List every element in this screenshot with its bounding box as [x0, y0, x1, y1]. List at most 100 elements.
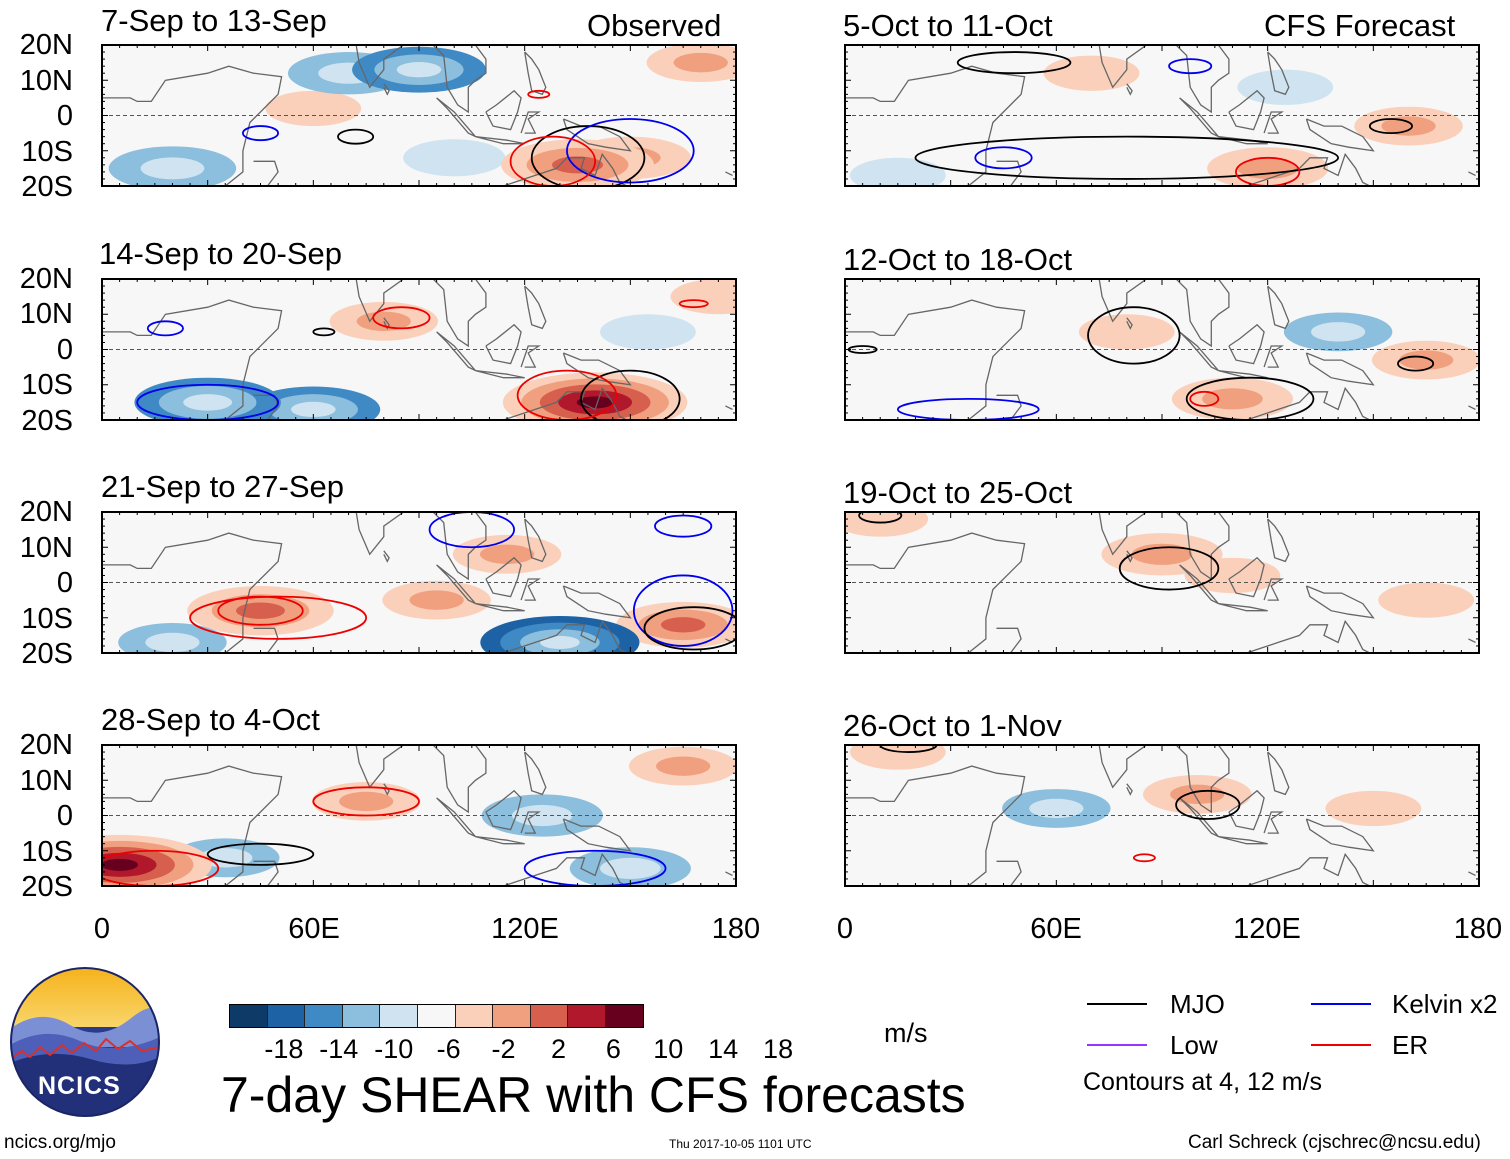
coastline	[520, 345, 541, 368]
coastline	[1049, 279, 1230, 348]
shear-anomaly-region	[339, 791, 394, 812]
shear-anomaly-region	[1325, 790, 1422, 827]
shear-anomaly-region	[102, 858, 139, 871]
coastline	[475, 835, 525, 845]
shear-anomaly-region	[845, 512, 929, 537]
panel-2	[101, 278, 737, 421]
coastline	[253, 160, 279, 186]
coastline	[1263, 111, 1284, 134]
lon-label: 180	[711, 913, 761, 945]
er-contour	[1189, 390, 1220, 407]
panel-3	[101, 511, 737, 654]
lat-label: 10N	[19, 532, 73, 564]
coastline	[1426, 652, 1428, 653]
coastline	[102, 532, 283, 653]
coastline	[1305, 585, 1375, 619]
lon-label: 60E	[1030, 913, 1082, 945]
coastline	[475, 369, 525, 379]
observed-label: Observed	[587, 8, 722, 43]
coastline	[1218, 602, 1268, 612]
coastline	[1246, 619, 1371, 653]
coastline	[503, 619, 628, 653]
kelvin-contour	[136, 383, 279, 420]
legend-label-mjo: MJO	[1170, 989, 1225, 1019]
colorbar-swatch	[267, 1005, 306, 1027]
shear-anomaly-region	[140, 157, 205, 180]
lon-label: 120E	[1233, 913, 1301, 945]
colorbar-tick-label: -2	[491, 1034, 516, 1064]
kelvin-contour	[1168, 58, 1213, 75]
coastline	[1049, 512, 1230, 581]
mjo-contour	[643, 606, 736, 651]
coastline	[485, 323, 522, 365]
shear-anomaly-region	[1381, 116, 1436, 136]
legend-note: Contours at 4, 12 m/s	[1083, 1068, 1323, 1096]
panel-title-4: 28-Sep to 4-Oct	[101, 702, 320, 737]
shear-anomaly-region	[291, 401, 336, 418]
legend-label-low: Low	[1170, 1030, 1218, 1060]
shear-anomaly-region	[660, 617, 706, 633]
mjo-contour	[1118, 546, 1220, 591]
shear-anomaly-region	[673, 52, 728, 73]
shear-anomaly-region	[236, 602, 285, 619]
colorbar-tick-label: 14	[708, 1034, 739, 1064]
mjo-contour	[1397, 355, 1435, 372]
panel-title-3: 21-Sep to 27-Sep	[101, 469, 345, 504]
coastline	[524, 285, 547, 330]
lat-label: 10S	[21, 603, 73, 635]
coastline	[436, 331, 476, 372]
coastline	[1468, 638, 1476, 643]
panel-5	[844, 44, 1480, 187]
coastline	[102, 765, 283, 886]
lat-label: 10N	[19, 65, 73, 97]
er-contour	[678, 299, 709, 309]
shear-anomaly-region	[356, 311, 411, 331]
coastline	[1468, 871, 1476, 876]
mjo-contour	[1175, 789, 1241, 820]
legend-label-er: ER	[1392, 1030, 1429, 1060]
coastline	[1179, 97, 1219, 138]
coastline	[383, 783, 390, 796]
footer-url[interactable]: ncics.org/mjo	[4, 1132, 116, 1153]
coastline	[1305, 118, 1375, 152]
lon-label: 60E	[288, 913, 340, 945]
er-contour	[1132, 853, 1156, 863]
shear-anomaly-region	[539, 635, 580, 650]
coastline	[1263, 345, 1284, 368]
mjo-contour	[530, 125, 646, 186]
colorbar-units: m/s	[884, 1018, 928, 1048]
coastline	[562, 352, 632, 386]
coastline	[1426, 185, 1428, 186]
panel-title-6: 12-Oct to 18-Oct	[843, 242, 1073, 277]
shear-anomaly-region	[1399, 350, 1454, 370]
kelvin-contour	[146, 320, 184, 337]
coastline	[383, 550, 390, 563]
legend-label-kelvin: Kelvin x2	[1392, 989, 1498, 1019]
coastline	[306, 745, 487, 814]
mjo-contour	[956, 51, 1072, 75]
coastline	[503, 852, 628, 886]
coastline	[1263, 811, 1284, 834]
coastline	[503, 152, 628, 186]
legend-line-low	[1087, 1044, 1147, 1046]
coastline	[1305, 818, 1375, 852]
panel-1	[101, 44, 737, 187]
coastline	[1263, 578, 1284, 601]
coastline	[1049, 745, 1230, 814]
lat-label: 20S	[21, 871, 73, 903]
shear-anomaly-region	[409, 590, 464, 610]
coastline	[725, 171, 733, 176]
er-contour	[312, 786, 420, 817]
panel-6	[844, 278, 1480, 421]
plot-canvas	[101, 44, 1480, 887]
coastline	[102, 65, 283, 186]
coastline	[1126, 83, 1133, 96]
logo-text: NCICS	[38, 1072, 121, 1100]
shear-anomaly-region	[600, 314, 696, 350]
panel-title-2: 14-Sep to 20-Sep	[99, 236, 343, 271]
footer-timestamp: Thu 2017-10-05 1101 UTC	[669, 1137, 812, 1151]
lon-label: 180	[1453, 913, 1503, 945]
coastline	[520, 578, 541, 601]
coastline	[1126, 783, 1133, 796]
